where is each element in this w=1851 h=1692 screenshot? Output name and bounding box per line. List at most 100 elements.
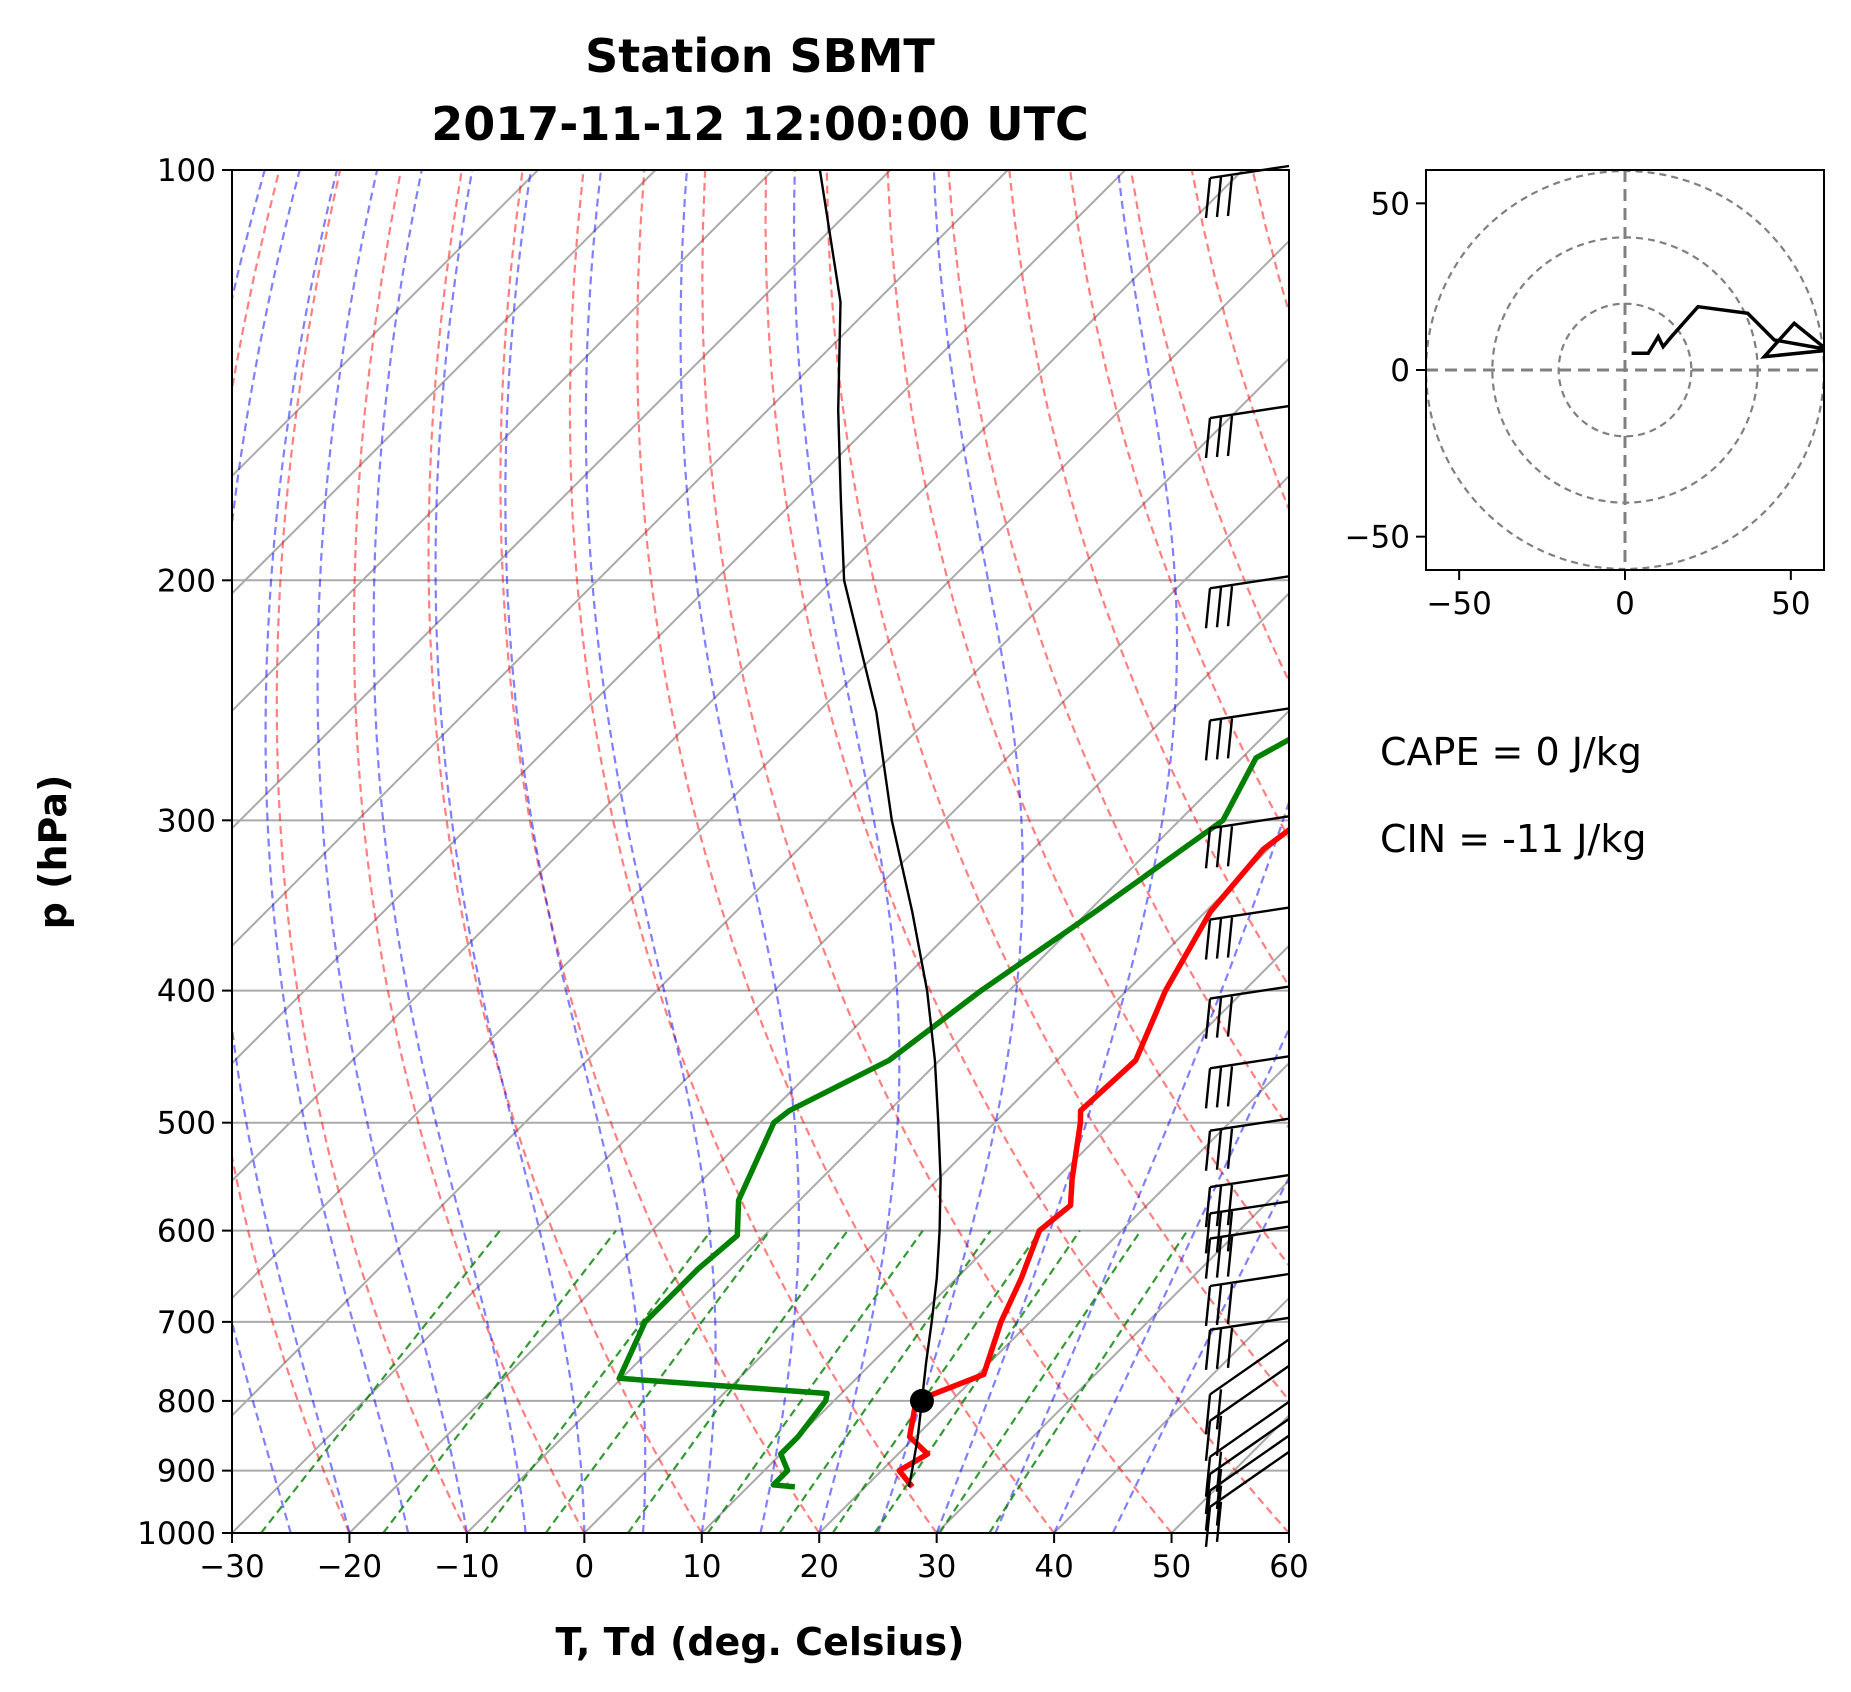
dry-adiabat bbox=[1069, 170, 1289, 841]
isotherm-line bbox=[1053, 1296, 1289, 1533]
wind-barb bbox=[1204, 1338, 1290, 1435]
y-tick-label: 700 bbox=[157, 1305, 216, 1341]
dry-adiabat bbox=[1008, 170, 1289, 989]
y-tick-label: 100 bbox=[157, 153, 216, 189]
mixing-ratio-line bbox=[988, 1229, 1189, 1533]
moist-adiabat bbox=[232, 170, 351, 1533]
wind-barb bbox=[1204, 1364, 1290, 1462]
cin-value: CIN = -11 J/kg bbox=[1380, 817, 1646, 861]
mixing-ratio-line bbox=[627, 1229, 849, 1533]
isotherm-line bbox=[232, 357, 1289, 1417]
dry-adiabat bbox=[353, 170, 586, 1533]
y-tick-label: 600 bbox=[157, 1214, 216, 1250]
mixing-ratio-line bbox=[260, 1229, 501, 1533]
y-tick-label: 300 bbox=[157, 803, 216, 839]
dry-adiabat bbox=[825, 170, 1289, 1402]
moist-adiabat bbox=[935, 170, 1179, 1533]
isotherm-line bbox=[232, 474, 1289, 1533]
hodograph-x-tick-label: 0 bbox=[1615, 586, 1635, 622]
isotherm-line bbox=[818, 1061, 1289, 1533]
isotherm-line bbox=[232, 170, 1244, 1183]
wind-barb bbox=[1204, 404, 1290, 459]
isotherm-line bbox=[701, 944, 1289, 1533]
hodograph-y-tick-label: 50 bbox=[1371, 186, 1410, 222]
hodograph-y-tick-label: −50 bbox=[1345, 520, 1410, 556]
wind-barb bbox=[1204, 1316, 1290, 1370]
x-tick-label: 20 bbox=[799, 1549, 838, 1585]
dry-adiabat bbox=[1678, 170, 1851, 1533]
wind-barb bbox=[1204, 164, 1290, 219]
y-tick-label: 1000 bbox=[137, 1516, 216, 1552]
x-tick-label: −20 bbox=[317, 1549, 382, 1585]
moist-adiabat bbox=[1053, 1026, 1289, 1533]
x-tick-label: 40 bbox=[1034, 1549, 1073, 1585]
wind-barb bbox=[1204, 1400, 1290, 1497]
wind-barb bbox=[1204, 1272, 1290, 1327]
isotherm-line bbox=[232, 170, 774, 713]
isotherm-line bbox=[232, 170, 892, 830]
parcel-profile bbox=[818, 170, 942, 1488]
cape-value: CAPE = 0 J/kg bbox=[1380, 730, 1642, 774]
x-tick-label: 30 bbox=[917, 1549, 956, 1585]
hodograph-x-tick-label: −50 bbox=[1426, 586, 1491, 622]
x-tick-label: 10 bbox=[682, 1549, 721, 1585]
chart-title-line2: 2017-11-12 12:00:00 UTC bbox=[431, 97, 1089, 151]
isotherm-line bbox=[232, 170, 1126, 1065]
mixing-ratio-line bbox=[873, 1229, 1081, 1533]
wind-barb bbox=[1204, 1434, 1290, 1531]
moist-adiabat bbox=[994, 798, 1289, 1533]
dry-adiabat bbox=[568, 170, 938, 1533]
y-tick-label: 900 bbox=[157, 1454, 216, 1490]
x-axis-label: T, Td (deg. Celsius) bbox=[555, 1620, 964, 1664]
hodograph-ticks: −50 0 50 50 0 −50 bbox=[1345, 186, 1811, 622]
wind-barbs bbox=[1204, 164, 1290, 1547]
isotherm-line bbox=[232, 170, 657, 595]
dry-adiabat bbox=[701, 170, 1173, 1533]
mixing-ratio-line bbox=[706, 1229, 924, 1533]
dry-adiabat bbox=[427, 170, 703, 1533]
wind-barb bbox=[1204, 906, 1290, 960]
mixing-ratio-line bbox=[938, 1229, 1142, 1533]
moist-adiabat bbox=[792, 170, 901, 1533]
dry-adiabat bbox=[1739, 170, 1851, 1533]
isotherm-line bbox=[348, 592, 1289, 1533]
hodograph-trace bbox=[1631, 304, 1824, 359]
y-tick-label: 800 bbox=[157, 1384, 216, 1420]
wind-barb bbox=[1204, 1055, 1290, 1109]
hodograph-y-tick-label: 0 bbox=[1390, 353, 1410, 389]
lcl-marker bbox=[909, 1388, 934, 1413]
mixing-ratio-line bbox=[482, 1229, 712, 1533]
isotherm-line bbox=[232, 170, 1009, 948]
wind-barb bbox=[1204, 1450, 1290, 1547]
x-tick-label: 50 bbox=[1152, 1549, 1191, 1585]
hodograph: −50 0 50 50 0 −50 bbox=[1345, 169, 1825, 622]
wind-barb bbox=[1204, 1117, 1290, 1171]
dry-adiabat bbox=[636, 170, 1055, 1533]
mixing-ratio-line bbox=[778, 1229, 992, 1533]
dry-adiabat bbox=[886, 170, 1289, 1268]
hodograph-area bbox=[1426, 170, 1824, 570]
wind-barb bbox=[1204, 1225, 1290, 1279]
moist-adiabat bbox=[372, 170, 527, 1533]
y-tick-label: 200 bbox=[157, 563, 216, 599]
moist-adiabat bbox=[876, 170, 1024, 1533]
x-tick-label: 0 bbox=[574, 1549, 594, 1585]
dry-adiabat bbox=[1618, 170, 1851, 1533]
wind-barb bbox=[1204, 815, 1290, 869]
y-tick-label: 500 bbox=[157, 1106, 216, 1142]
moist-adiabat bbox=[504, 170, 647, 1533]
moist-adiabat bbox=[584, 170, 717, 1533]
temperature-profile bbox=[896, 826, 1289, 1489]
y-tick-label: 400 bbox=[157, 974, 216, 1010]
x-tick-label: 60 bbox=[1269, 1549, 1308, 1585]
isotherm-line bbox=[935, 1179, 1289, 1533]
skew-t-gridlines bbox=[232, 170, 1851, 1533]
x-tick-label: −10 bbox=[434, 1549, 499, 1585]
moist-adiabat bbox=[316, 170, 468, 1533]
x-tick-label: −30 bbox=[199, 1549, 264, 1585]
moist-adiabat bbox=[434, 170, 586, 1533]
isotherm-line bbox=[466, 709, 1289, 1533]
